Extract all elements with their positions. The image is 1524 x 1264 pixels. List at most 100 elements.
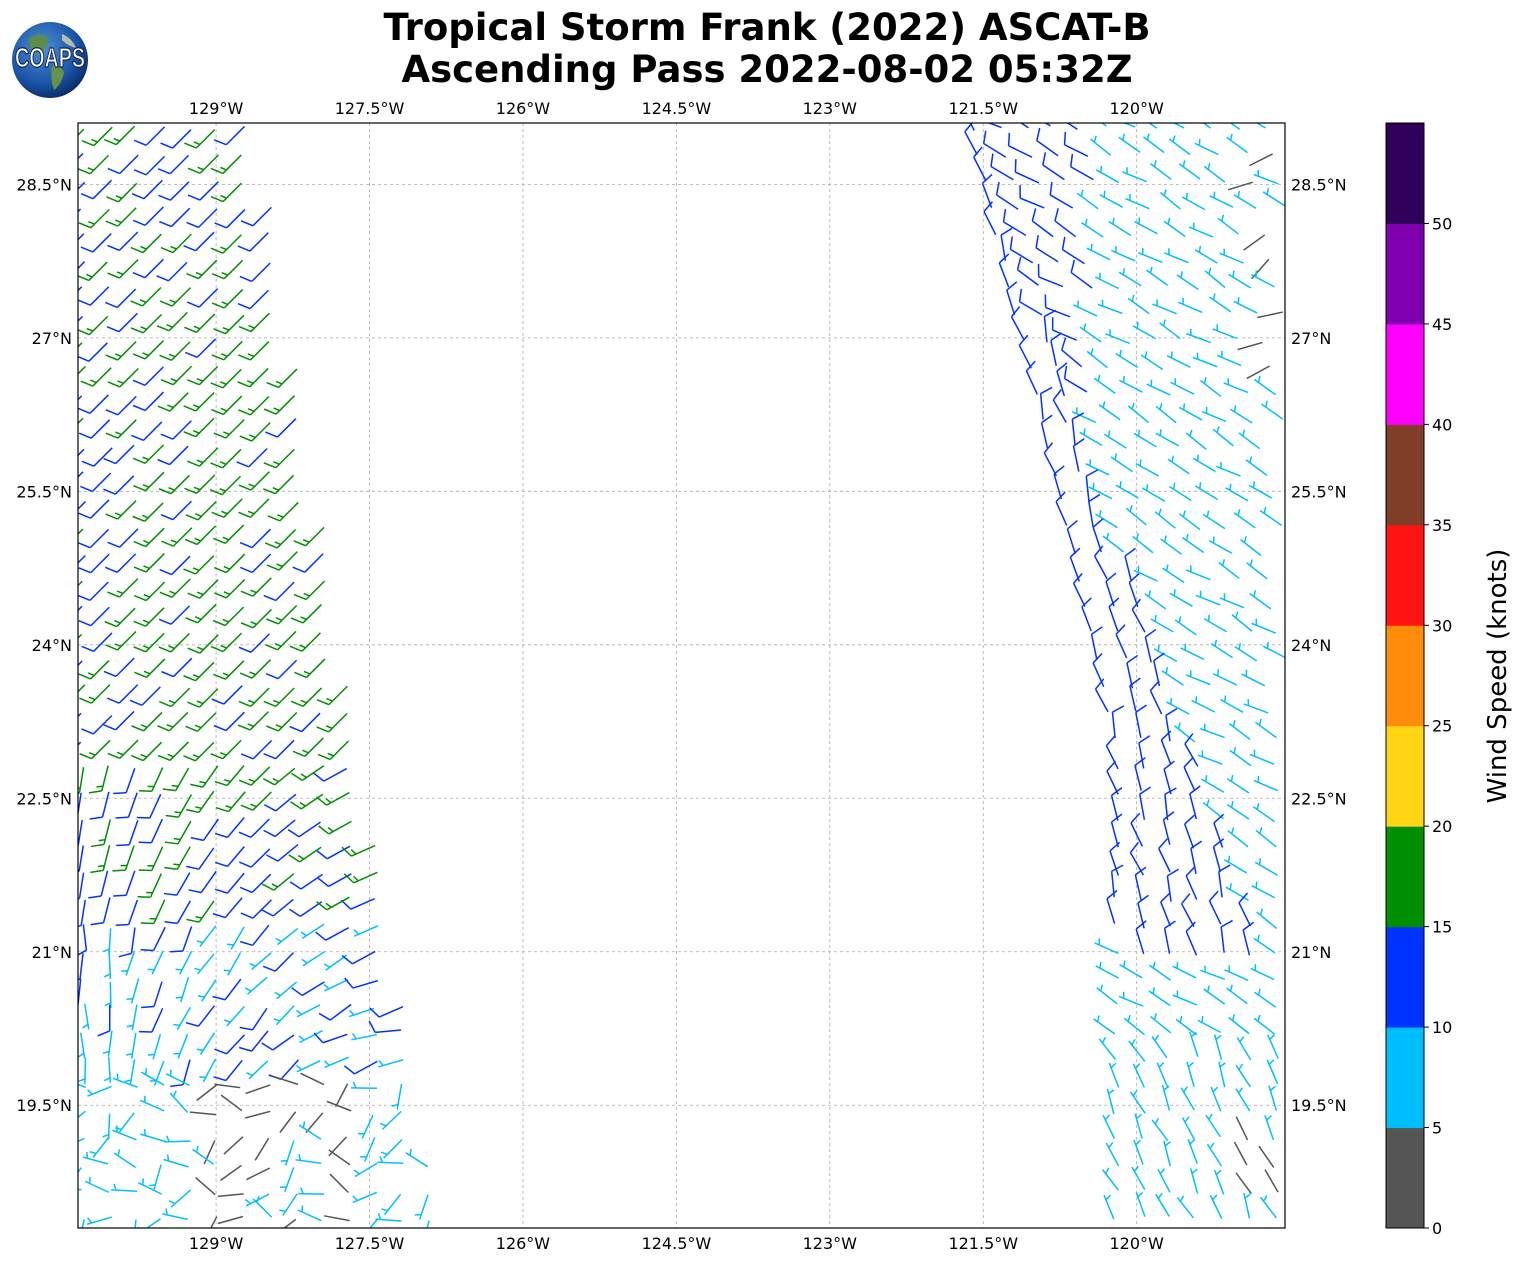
wind-barb [1178,403,1203,421]
wind-barb [1200,723,1225,739]
wind-barb [379,1110,402,1130]
wind-barb [274,981,298,1000]
wind-barb [1063,365,1088,393]
wind-barb [170,1059,191,1088]
wind-barb [1092,652,1105,687]
wind-barb [343,871,378,884]
wind-barb [162,1208,188,1221]
wind-barb [78,499,110,519]
wind-barb [1185,565,1211,581]
wind-barb [1101,1167,1120,1191]
wind-barb [353,925,379,937]
coaps-logo: COAPS [12,22,88,98]
wind-barb [1248,481,1273,499]
wind-barb [1213,1169,1225,1195]
wind-barb [78,128,85,137]
wind-barb [78,741,82,746]
wind-barb [1095,165,1120,184]
wind-barb [1110,245,1136,262]
wind-barb [103,444,135,465]
wind-barb [1161,1085,1171,1111]
wind-barb [1040,414,1053,449]
wind-barb [291,981,325,997]
wind-barb [103,125,136,146]
wind-barb [186,259,218,280]
wind-barb [1044,294,1071,318]
wind-barb [1128,573,1140,608]
wind-barb [1172,961,1197,979]
wind-barb [287,821,321,838]
wind-barb [238,818,271,838]
wind-barb [1044,123,1051,127]
wind-barb [290,793,324,810]
wind-barb [1197,750,1223,765]
wind-barb [1243,699,1269,714]
wind-barb [90,819,112,848]
wind-barb [156,311,188,332]
wind-barb [78,554,86,564]
wind-barb [1249,590,1272,610]
lat-tick-label-left: 27°N [32,329,72,348]
colorbar: 0 5 10 15 20 25 30 35 40 45 50 [1385,122,1452,1238]
lat-tick-label-right: 27°N [1291,329,1331,348]
wind-barb [238,395,270,416]
wind-barb [1163,920,1176,954]
wind-barb [237,232,269,252]
wind-barb [195,1176,216,1196]
lon-tick-label-bottom: 121.5°W [948,1234,1018,1253]
wind-barb [78,767,85,794]
wind-barb [326,1100,352,1112]
wind-barb [78,953,84,981]
wind-barb [1079,428,1103,447]
wind-barb [289,712,321,733]
wind-barb [239,659,272,679]
wind-barb [183,555,215,575]
wind-barb [105,395,137,416]
wind-barb [163,1154,189,1168]
wind-barb [184,313,216,333]
wind-barb [1096,984,1118,1005]
wind-barb [300,1072,325,1086]
wind-barb [1231,611,1253,632]
wind-barb [318,1003,352,1021]
wind-barb [211,498,243,518]
wind-barb [184,129,216,149]
wind-barb [1167,455,1190,475]
wind-barb [89,791,110,820]
wind-barb [265,418,297,438]
wind-barb [1227,800,1250,820]
wind-barb [78,605,83,612]
wind-barb [126,1004,138,1031]
lon-tick-label-top: 121.5°W [948,99,1018,118]
wind-barb [1257,311,1283,319]
wind-barb [133,553,165,573]
wind-barb [1180,1086,1195,1111]
wind-barb [1150,614,1174,633]
wind-barb [82,1151,109,1165]
wind-barb [1095,961,1119,979]
wind-barb [1181,533,1205,554]
wind-barb [1185,921,1198,956]
wind-barb [113,1149,137,1169]
wind-barb [78,581,109,602]
wind-barb [1128,1038,1146,1062]
wind-barb [78,342,83,348]
wind-barb [126,978,140,1004]
wind-barb [262,952,294,972]
wind-barb [157,392,189,412]
wind-barb [78,684,86,693]
wind-barb [78,448,85,457]
wind-barb [183,741,215,762]
wind-barb [252,1196,273,1218]
wind-barb [105,631,137,651]
wind-barb [1042,152,1065,181]
wind-barb [81,447,113,467]
wind-barb [1219,593,1245,609]
wind-barb [1189,1168,1199,1194]
wind-barb [185,500,217,521]
wind-barb [246,1060,269,1080]
wind-barb [1209,191,1234,208]
wind-barb [238,766,271,786]
wind-barb [78,471,84,478]
wind-barb [78,286,83,292]
